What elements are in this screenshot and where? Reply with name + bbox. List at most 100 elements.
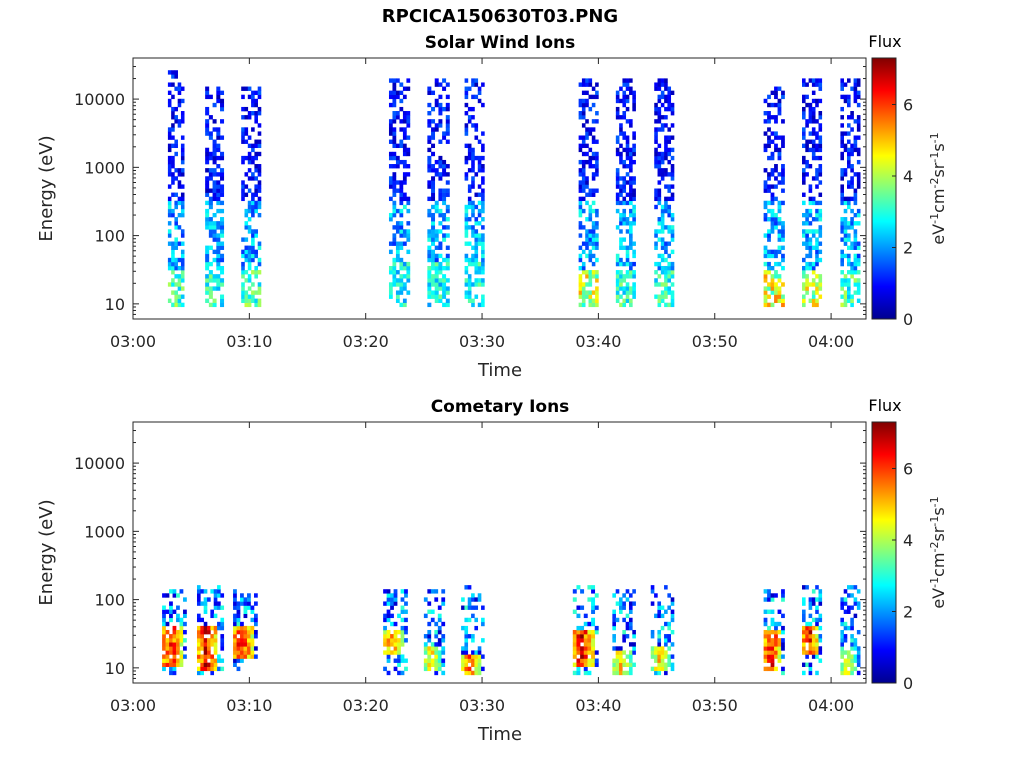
heatmap-cell — [174, 290, 178, 295]
heatmap-cell — [183, 646, 187, 651]
heatmap-cell — [818, 212, 823, 218]
heatmap-cell — [767, 650, 771, 655]
heatmap-cell — [657, 662, 662, 667]
heatmap-cell — [622, 135, 627, 140]
heatmap-cell — [843, 237, 848, 242]
heatmap-cell — [856, 147, 861, 153]
heatmap-cell — [427, 265, 432, 271]
heatmap-cell — [471, 176, 475, 181]
heatmap-cell — [657, 127, 662, 132]
heatmap-cell — [162, 654, 166, 659]
heatmap-cell — [431, 294, 436, 299]
heatmap-cell — [423, 634, 428, 639]
heatmap-cell — [777, 249, 782, 255]
heatmap-cell — [257, 282, 262, 287]
heatmap-cell — [840, 617, 844, 623]
heatmap-cell — [815, 131, 819, 136]
heatmap-cell — [770, 654, 775, 659]
heatmap-cell — [427, 155, 432, 161]
heatmap-cell — [840, 115, 844, 120]
heatmap-cell — [445, 131, 450, 136]
heatmap-cell — [777, 294, 782, 299]
heatmap-cell — [176, 634, 180, 639]
heatmap-cell — [767, 270, 771, 275]
heatmap-cell — [840, 662, 844, 667]
heatmap-cell — [243, 634, 248, 639]
heatmap-cell — [244, 253, 249, 259]
y-tick-label: 1000 — [84, 158, 125, 177]
heatmap-cell — [591, 208, 596, 214]
heatmap-cell — [581, 123, 586, 128]
heatmap-cell — [619, 212, 623, 218]
heatmap-cell — [438, 139, 443, 144]
heatmap-cell — [220, 184, 225, 189]
heatmap-cell — [811, 143, 816, 149]
heatmap-cell — [477, 658, 482, 663]
heatmap-cell — [434, 172, 439, 177]
heatmap-cell — [464, 102, 469, 108]
heatmap-cell — [205, 106, 210, 112]
heatmap-cell — [257, 94, 262, 100]
heatmap-cell — [815, 184, 819, 189]
heatmap-cell — [840, 151, 844, 157]
heatmap-cell — [763, 302, 768, 308]
heatmap-cell — [629, 298, 633, 303]
heatmap-cell — [390, 601, 394, 606]
heatmap-cell — [427, 629, 432, 635]
heatmap-cell — [850, 180, 854, 185]
heatmap-cell — [236, 601, 241, 606]
heatmap-cell — [434, 245, 439, 250]
heatmap-cell — [471, 168, 475, 173]
heatmap-cell — [774, 654, 778, 659]
heatmap-cell — [840, 286, 844, 291]
heatmap-cell — [241, 86, 245, 91]
heatmap-cell — [250, 605, 255, 610]
heatmap-cell — [781, 646, 785, 651]
heatmap-cell — [615, 208, 620, 214]
heatmap-cell — [815, 638, 819, 643]
heatmap-cell — [632, 646, 636, 651]
heatmap-cell — [815, 650, 819, 655]
heatmap-cell — [388, 155, 393, 161]
heatmap-cell — [619, 605, 623, 610]
heatmap-cell — [588, 298, 593, 303]
heatmap-cell — [770, 597, 775, 602]
heatmap-cell — [200, 638, 204, 643]
heatmap-cell — [576, 646, 581, 651]
heatmap-cell — [625, 94, 630, 100]
heatmap-cell — [467, 617, 472, 623]
heatmap-cell — [177, 274, 182, 279]
heatmap-cell — [213, 593, 218, 598]
heatmap-cell — [664, 208, 668, 214]
heatmap-cell — [434, 159, 439, 165]
heatmap-cell — [393, 666, 398, 672]
heatmap-cell — [628, 662, 633, 667]
heatmap-cell — [856, 208, 861, 214]
heatmap-cell — [251, 245, 255, 250]
heatmap-cell — [233, 625, 237, 631]
heatmap-cell — [856, 282, 861, 287]
heatmap-cell — [474, 237, 479, 242]
heatmap-cell — [805, 147, 809, 153]
heatmap-cell — [167, 257, 172, 263]
heatmap-cell — [434, 278, 439, 283]
heatmap-cell — [818, 257, 823, 263]
heatmap-cell — [805, 585, 809, 590]
heatmap-cell — [667, 265, 672, 271]
heatmap-cell — [763, 180, 768, 185]
heatmap-cell — [629, 208, 633, 214]
heatmap-cell — [220, 200, 225, 206]
heatmap-cell — [615, 257, 620, 263]
heatmap-cell — [247, 217, 252, 222]
heatmap-cell — [615, 294, 620, 299]
heatmap-cell — [847, 204, 851, 210]
heatmap-cell — [427, 302, 432, 308]
heatmap-cell — [808, 605, 813, 610]
heatmap-cell — [843, 225, 848, 230]
heatmap-cell — [619, 115, 623, 120]
heatmap-cell — [770, 212, 775, 218]
heatmap-cell — [392, 111, 397, 116]
heatmap-cell — [811, 233, 816, 238]
heatmap-cell — [180, 98, 185, 104]
heatmap-cell — [650, 654, 655, 659]
